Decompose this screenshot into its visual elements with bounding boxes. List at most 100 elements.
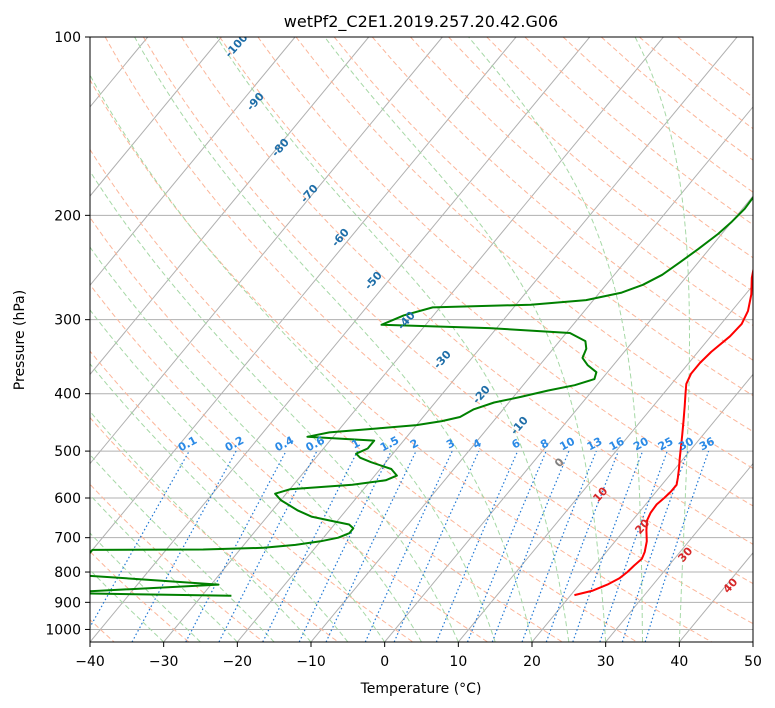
dry-adiabat-line — [639, 37, 753, 130]
moist-adiabat-line — [90, 363, 349, 642]
x-tick-label: 50 — [744, 654, 762, 670]
isotherm-line — [752, 641, 753, 642]
isotherm-line — [90, 37, 370, 376]
dry-adiabat-line — [90, 350, 414, 642]
isotherm-line — [310, 106, 753, 642]
mixing-ratio-line — [435, 450, 519, 642]
mixing-ratio-label: 30 — [676, 435, 696, 454]
y-axis-label: Pressure (hPa) — [12, 290, 28, 390]
dry-adiabat-line — [90, 416, 339, 642]
isotherm-line — [90, 37, 443, 465]
mixing-ratio-line — [599, 450, 668, 642]
isotherm-line — [605, 462, 753, 642]
y-tick-label: 100 — [54, 30, 81, 46]
mixing-ratio-line — [572, 450, 644, 642]
y-tick-label: 600 — [54, 491, 81, 507]
isotherm-line — [90, 37, 296, 287]
y-tick-label: 300 — [54, 313, 81, 329]
moist-adiabat-line — [90, 246, 422, 642]
moist-adiabat-line — [90, 494, 238, 642]
y-axis-ticks: 100 200 300 400 500 600 700 800 900 1000 — [45, 30, 90, 638]
mixing-ratio-label: 20 — [631, 435, 651, 454]
mixing-ratio-label: 25 — [656, 435, 676, 454]
dry-adiabat-line — [257, 37, 753, 469]
dry-adiabat-label: 20 — [632, 516, 652, 536]
isotherm-line — [163, 37, 664, 642]
mixing-ratio-label: 13 — [585, 435, 605, 454]
x-tick-label: −10 — [296, 654, 326, 670]
moist-adiabat-line — [90, 309, 386, 642]
mixing-ratio-line — [491, 450, 570, 642]
x-tick-label: 30 — [597, 654, 615, 670]
dry-adiabat-label: -20 — [470, 383, 493, 407]
mixing-ratio-line — [298, 450, 392, 642]
y-tick-label: 200 — [54, 208, 81, 224]
dry-adiabat-label: 30 — [675, 544, 695, 564]
isotherm-line — [90, 37, 517, 554]
mixing-ratio-line — [545, 450, 619, 642]
moist-adiabat-line — [90, 170, 459, 642]
plot-area: 0.1 0.2 0.4 0.6 1 1.5 2 3 4 6 8 10 13 16 20 25 30 36-100-… — [90, 31, 753, 642]
y-tick-label: 900 — [54, 595, 81, 611]
mixing-ratio-line — [90, 450, 190, 629]
x-tick-label: 10 — [449, 654, 467, 670]
mixing-ratio-label: 36 — [697, 435, 717, 454]
moist-adiabat-line — [324, 37, 607, 642]
moist-adiabat-line — [216, 37, 570, 642]
dry-adiabat-line — [90, 483, 264, 642]
x-tick-label: 0 — [380, 654, 389, 670]
skewed-isotherms — [90, 37, 753, 642]
y-tick-label: 400 — [54, 387, 81, 403]
temperature-profile-line — [574, 266, 753, 597]
mixing-ratio-line — [262, 450, 359, 642]
x-tick-label: 20 — [523, 654, 541, 670]
x-tick-label: 40 — [670, 654, 688, 670]
dry-adiabats — [90, 37, 753, 642]
dry-adiabat-label: 10 — [590, 484, 610, 504]
dry-adiabat-line — [219, 37, 753, 507]
dry-adiabat-line — [371, 37, 753, 361]
y-tick-label: 800 — [54, 565, 81, 581]
dry-adiabat-line — [90, 148, 638, 642]
line-labels: 0.1 0.2 0.4 0.6 1 1.5 2 3 4 6 8 10 13 16 20 25 30 36-100-… — [176, 31, 741, 596]
x-axis-ticks: −40 −30 −20 −10 0 10 20 30 40 50 — [75, 642, 762, 670]
mixing-ratio-line — [644, 450, 710, 642]
isotherm-line — [457, 284, 753, 642]
dry-adiabat-label: 0 — [552, 455, 567, 470]
dry-adiabat-line — [90, 216, 563, 642]
dry-adiabat-line — [295, 37, 753, 433]
y-tick-label: 500 — [54, 444, 81, 460]
dry-adiabat-line — [333, 37, 753, 397]
dry-adiabat-label: -60 — [329, 226, 352, 250]
dry-adiabat-line — [486, 37, 753, 259]
dry-adiabat-label: -90 — [244, 90, 267, 114]
moist-adiabat-line — [90, 74, 496, 642]
dry-adiabat-line — [142, 37, 753, 585]
mixing-ratio-label: 16 — [607, 435, 627, 454]
mixing-ratio-label: 3 — [444, 436, 457, 451]
dry-adiabat-line — [448, 37, 753, 292]
dry-adiabat-label: -10 — [508, 414, 531, 438]
mixing-ratio-line — [521, 450, 597, 642]
moist-adiabat-line — [90, 410, 312, 642]
mixing-ratio-line — [185, 450, 287, 642]
dry-adiabat-line — [410, 37, 753, 327]
mixing-ratio-label: 10 — [557, 435, 577, 454]
x-tick-label: −20 — [223, 654, 253, 670]
mixing-ratio-label: 4 — [471, 436, 484, 451]
dry-adiabat-label: -80 — [269, 136, 292, 160]
dry-adiabat-label: -100 — [222, 31, 250, 60]
moist-adiabat-line — [468, 37, 643, 642]
x-tick-label: −30 — [149, 654, 179, 670]
dry-adiabat-label: -70 — [298, 182, 321, 206]
plot-frame — [89, 36, 754, 643]
isotherm-line — [90, 37, 222, 197]
mixing-ratio-line — [131, 450, 237, 642]
isotherm-line — [384, 195, 753, 642]
dry-adiabat-label: 40 — [720, 575, 740, 595]
mixing-ratio-label: 1 — [349, 436, 362, 451]
isotherm-line — [531, 373, 753, 642]
moist-adiabat-line — [634, 37, 690, 642]
moist-adiabat-line — [134, 37, 533, 642]
